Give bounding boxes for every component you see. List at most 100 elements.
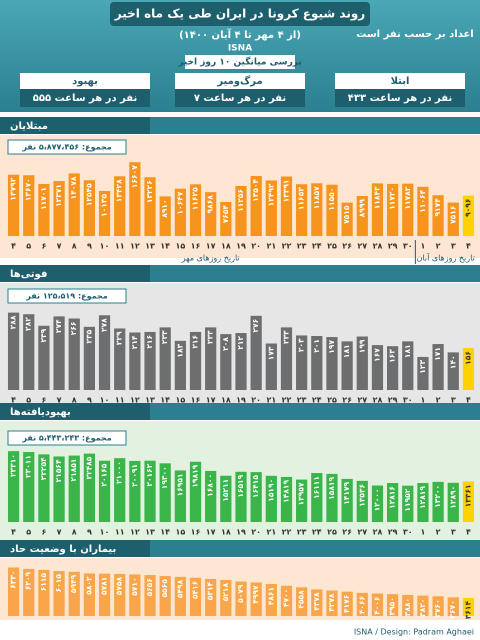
bar-value-label: ۱۳۹۵۷	[297, 482, 306, 505]
x-tick-label: ۱۳	[145, 242, 155, 251]
subtitle: (از ۴ مهر تا ۴ آبان ۱۴۰۰)	[179, 28, 301, 41]
bar-value-label: ۱۱۶۲۵	[191, 187, 200, 210]
bar	[402, 594, 414, 616]
x-tick-label: ۲۴	[312, 528, 322, 537]
bar	[174, 576, 186, 616]
bar-value-label: ۴۱۷۶	[342, 595, 351, 613]
bar	[114, 458, 126, 522]
bar	[53, 181, 65, 236]
bar-value-label: ۱۲۸۱۶	[388, 486, 397, 509]
x-tick-label: ۵	[26, 528, 31, 537]
bar	[387, 594, 399, 616]
bar	[53, 456, 65, 522]
bar	[371, 593, 384, 616]
bar-value-label: ۳۶۱۴	[463, 601, 472, 620]
bar-value-label: ۱۵۶	[463, 351, 472, 365]
bar	[311, 473, 323, 522]
bar-value-label: ۴۰۶۶	[357, 596, 366, 614]
bar-value-label: ۵۴۱۶	[191, 581, 200, 599]
bar	[417, 483, 429, 522]
bar-value-label: ۱۴۱۷۹	[342, 481, 351, 504]
x-tick-label: ۱۲	[130, 396, 140, 405]
bar-value-label: ۷۶۵۴	[221, 205, 230, 224]
x-tick-label: ۱۱	[115, 396, 125, 405]
bar	[447, 202, 459, 236]
card-head	[175, 73, 305, 89]
x-tick-label: ۲۸	[373, 242, 383, 251]
bar	[189, 184, 202, 236]
x-tick-label: ۱۸	[221, 528, 231, 537]
x-group-label: تاریخ روزهای آبان	[417, 253, 475, 263]
x-tick-label: ۲۲	[282, 242, 292, 251]
x-tick-label: ۳	[451, 242, 456, 251]
bar	[387, 483, 399, 522]
panel-title: بهبودیافته‌ها	[10, 407, 71, 418]
x-tick-label: ۱۶	[191, 242, 201, 251]
x-tick-label: ۱۱	[115, 528, 125, 537]
x-tick-label: ۱	[420, 396, 425, 405]
bar	[23, 452, 35, 522]
bar-value-label: ۱۲۳۷۱	[54, 184, 63, 207]
bar	[341, 591, 353, 616]
panel-title-tab	[0, 403, 150, 420]
bar	[38, 325, 50, 390]
bar-value-label: ۲۳۳	[206, 330, 215, 344]
x-tick-label: ۱۱	[115, 242, 125, 251]
bar	[114, 176, 126, 236]
bar	[265, 475, 277, 522]
x-tick-label: ۲۲	[282, 528, 292, 537]
bar-value-label: ۱۴۸۱۹	[281, 480, 290, 503]
bar-value-label: ۴۹۹۷	[251, 585, 260, 604]
bar	[189, 331, 202, 390]
bar	[159, 327, 171, 390]
bar-value-label: ۱۸۱	[403, 344, 412, 358]
bar	[280, 476, 293, 522]
x-tick-label: ۶	[41, 242, 46, 251]
x-tick-label: ۱۲	[130, 528, 140, 537]
x-tick-label: ۳۰	[403, 528, 413, 537]
bar-value-label: ۳۶۷۰	[448, 600, 457, 618]
bar-value-label: ۲۲۹	[115, 331, 124, 345]
bar-value-label: ۸۹۱۰	[160, 199, 169, 217]
x-tick-label: ۱۵	[175, 528, 185, 537]
bar	[53, 316, 65, 390]
bar-value-label: ۱۶۱۱۱	[312, 476, 321, 499]
bar-value-label: ۱۶۹۵۱	[175, 473, 184, 496]
x-tick-label: ۲۷	[357, 242, 367, 251]
bar	[83, 180, 95, 236]
bar-value-label: ۲۱۲	[236, 336, 245, 350]
x-tick-label: ۴	[466, 242, 471, 251]
bar-value-label: ۴۸۶۱	[266, 587, 275, 605]
bar-value-label: ۴۳۷۸	[312, 592, 321, 611]
x-tick-label: ۲۹	[388, 528, 398, 537]
bar	[432, 344, 444, 390]
bar-value-label: ۲۳۳۱۰	[9, 454, 18, 477]
panel-title: بیماران با وضعیت حاد	[10, 544, 116, 555]
bar	[326, 337, 338, 390]
bar-value-label: ۱۱۶۵۳	[297, 187, 306, 210]
bar	[280, 327, 293, 390]
x-tick-label: ۲۱	[266, 242, 276, 251]
x-tick-label: ۲۳	[297, 396, 307, 405]
bar-value-label: ۲۰۱	[312, 339, 321, 353]
card-label: ابتلا	[391, 76, 410, 87]
bar	[417, 186, 429, 236]
bar	[205, 470, 217, 522]
bar-value-label: ۲۰۰۹۱	[130, 464, 139, 487]
x-tick-label: ۴	[11, 242, 16, 251]
bar-value-label: ۳۸۲۰	[418, 599, 427, 617]
bar-value-label: ۲۳۹	[39, 328, 48, 342]
x-tick-label: ۲۸	[373, 528, 383, 537]
bar-value-label: ۵۴۹۸	[175, 579, 184, 598]
bar	[326, 184, 338, 236]
bar	[83, 326, 95, 390]
bar	[129, 574, 141, 616]
bar-value-label: ۶۳۳۰	[9, 571, 18, 589]
bar-value-label: ۱۳۲۲۶	[145, 180, 154, 203]
bar	[144, 460, 156, 522]
bar	[296, 184, 308, 236]
bar	[371, 345, 384, 390]
bar	[462, 597, 475, 616]
bar	[23, 568, 35, 616]
